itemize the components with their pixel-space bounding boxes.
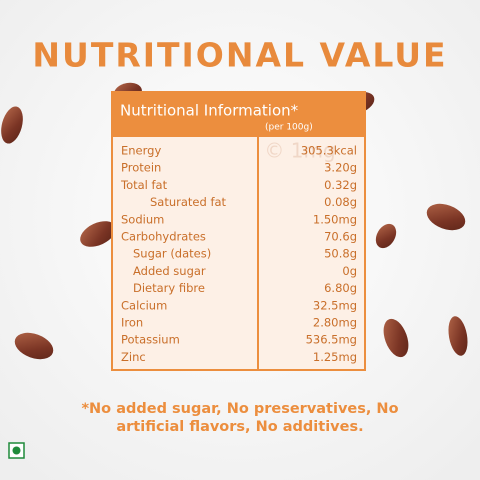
row-value: 3.20g [324,161,357,175]
row-value: 50.8g [324,247,357,261]
row-label: Saturated fat [150,195,227,209]
dates-decoration [1,82,468,360]
row-label: Sodium [121,212,164,226]
row-label: Zinc [121,350,146,364]
table-rows: Energy 305.3kcal Protein 3.20g Total fat 0.32… [120,144,357,364]
title: NUTRITIONAL VALUE [32,36,447,75]
row-value: 2.80mg [313,316,357,330]
row-label: Protein [121,161,161,175]
row-label: Energy [121,144,161,158]
watermark: © 1mg [264,139,335,163]
row-value: 0.32g [324,178,357,192]
row-value: 0.08g [324,195,357,209]
row-label: Carbohydrates [121,230,206,244]
row-value: 32.5mg [313,298,357,312]
row-value: 305.3kcal [301,144,357,158]
row-value: 6.80g [324,281,357,295]
table-per: (per 100g) [265,123,313,133]
row-value: 0g [342,264,357,278]
row-label: Potassium [121,333,180,347]
row-label: Total fat [120,178,168,192]
footnote-line: *No added sugar, No preservatives, No [81,401,398,417]
row-value: 1.50mg [313,212,357,226]
table-header-band [112,92,365,137]
row-value: 70.6g [324,230,357,244]
table-header: Nutritional Information* [120,102,299,120]
row-label: Sugar (dates) [133,247,211,261]
row-value: 1.25mg [313,350,357,364]
veg-mark [8,442,25,459]
row-label: Added sugar [133,264,206,278]
row-label: Iron [121,316,143,330]
row-label: Dietary fibre [133,281,205,295]
row-value: 536.5mg [306,333,357,347]
row-label: Calcium [121,298,167,312]
footnote-line: artificial flavors, No additives. [116,419,363,435]
